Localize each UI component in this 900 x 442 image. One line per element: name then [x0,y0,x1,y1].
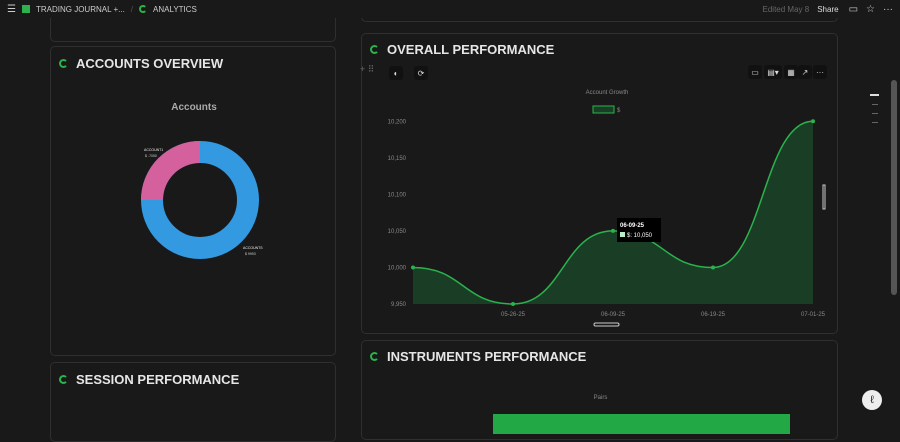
legend-label: $ [617,108,621,114]
side-resize-handle[interactable] [822,184,826,210]
star-icon[interactable]: ☆ [866,3,875,15]
menu-icon[interactable]: ☰ [7,3,16,15]
x-tick-label: 06-09-25 [601,312,626,318]
outline-nav-item[interactable] [872,113,878,114]
section-title: ACCOUNTS OVERVIEW [76,56,224,71]
refresh-icon[interactable]: ⟳ [414,66,428,80]
resize-handle[interactable] [593,322,620,327]
x-tick-label: 07-01-25 [801,312,826,318]
tooltip-swatch [620,232,625,237]
comment-icon[interactable]: ▭ [748,65,762,79]
account-growth-chart: Account Growth $ 9,950 10,000 10,050 10,100… [388,90,826,327]
overall-performance-card: OVERALL PERFORMANCE + ⠿ ◐ ⟳ ▭ ▤▾ ▦ ↗ ···… [360,33,838,334]
chart-title: Account Growth [586,90,629,96]
data-point[interactable] [811,119,815,124]
page-icon[interactable]: ▦ [784,65,798,79]
drag-handle-icon[interactable]: + ⠿ [360,64,375,74]
breadcrumb-separator: / [130,4,134,14]
y-tick-label: 10,100 [388,192,407,198]
slice-account1[interactable] [141,141,200,200]
top-bar: ☰ TRADING JOURNAL +... / ANALYTICS Edite… [0,0,900,18]
session-performance-card: SESSION PERFORMANCE [50,362,336,442]
accounts-donut-chart: ACCOUNT1 $ -7050 ACCOUNTS $ 9993 [141,141,263,259]
outline-nav-item[interactable] [872,104,878,105]
section-title: SESSION PERFORMANCE [76,372,240,387]
ai-assistant-button[interactable]: ℓ [862,390,882,410]
outline-nav-active[interactable] [870,94,879,96]
section-title: INSTRUMENTS PERFORMANCE [387,349,587,364]
y-tick-label: 10,050 [388,229,407,235]
theme-icon[interactable]: ◐ [389,66,403,80]
breadcrumb-analytics[interactable]: ANALYTICS [153,4,197,14]
data-point[interactable] [711,265,715,270]
section-title: OVERALL PERFORMANCE [387,42,555,57]
more-icon[interactable]: ··· [813,65,827,79]
section-icon [370,352,379,361]
instruments-performance-card: INSTRUMENTS PERFORMANCE Pairs [361,340,838,440]
data-point[interactable] [611,228,615,233]
more-icon[interactable]: ··· [883,3,893,15]
x-tick-label: 06-19-25 [701,312,726,318]
y-tick-label: 10,000 [388,265,407,271]
pairs-bar[interactable] [493,414,790,434]
section-icon [59,59,68,68]
y-tick-label: 9,950 [391,302,407,308]
scrollbar-thumb[interactable] [891,80,897,295]
journal-icon [21,5,30,13]
legend-swatch[interactable] [592,105,615,114]
comment-icon[interactable]: ▭ [848,3,859,15]
edited-label: Edited May 8 [762,4,810,14]
tooltip [617,218,661,242]
section-icon [59,375,68,384]
slice-value-accounts: $ 9993 [245,252,256,256]
section-icon [370,45,379,54]
accounts-overview-card: ACCOUNTS OVERVIEW Accounts ACCOUNT1 $ -7… [50,46,336,356]
x-tick-label: 05-26-25 [501,312,526,318]
tooltip-title: 06-09-25 [620,223,645,229]
breadcrumb-journal[interactable]: TRADING JOURNAL +... [35,4,125,14]
data-point[interactable] [411,265,415,270]
chart-title: Pairs [593,395,608,401]
chart-title: Accounts [171,102,217,113]
slice-value-account1: $ -7050 [145,154,157,158]
open-icon[interactable]: ↗ [798,65,812,79]
area-fill [413,121,813,304]
y-tick-label: 10,150 [388,156,407,162]
y-tick-label: 10,200 [388,119,407,125]
slice-label-account1: ACCOUNT1 [144,148,163,152]
share-button[interactable]: Share [817,4,839,14]
tooltip-text: $: 10,050 [627,233,653,239]
slice-label-accounts: ACCOUNTS [243,246,263,250]
layout-dropdown-icon[interactable]: ▤▾ [764,65,782,79]
outline-nav-item[interactable] [872,122,878,123]
analytics-icon [139,5,148,13]
data-point[interactable] [511,302,515,306]
